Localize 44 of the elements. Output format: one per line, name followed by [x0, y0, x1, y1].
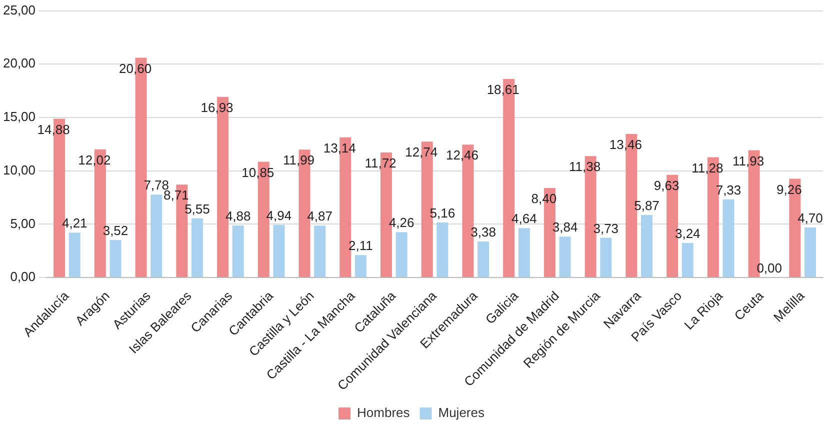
data-label: 5,87 [634, 198, 660, 214]
data-label: 11,38 [569, 159, 601, 174]
data-label: 11,72 [364, 156, 396, 171]
data-label: 13,14 [323, 140, 356, 156]
y-tick-label: 0,00 [10, 269, 36, 284]
data-label: 11,93 [732, 153, 764, 168]
data-label: 11,99 [282, 152, 315, 168]
data-label: 9,26 [776, 182, 802, 197]
y-tick-label: 5,00 [10, 216, 36, 231]
data-label: 3,84 [552, 220, 578, 235]
legend-label: Mujeres [438, 405, 485, 420]
data-label: 13,46 [609, 137, 642, 152]
y-tick-label: 15,00 [2, 109, 36, 124]
data-label: 20,60 [119, 60, 152, 76]
legend-label: Hombres [357, 405, 410, 420]
data-label: 10,85 [242, 164, 274, 180]
data-label: 4,70 [798, 210, 823, 226]
data-label: 5,16 [430, 206, 456, 221]
data-label: 4,21 [62, 216, 88, 231]
data-label: 2,11 [348, 238, 373, 254]
data-label: 4,26 [388, 215, 414, 230]
data-label: 3,52 [102, 223, 128, 238]
data-label: 3,38 [470, 224, 496, 240]
data-label: 4,94 [266, 208, 292, 223]
data-label: 0,00 [756, 260, 782, 276]
y-tick-label: 25,00 [2, 2, 36, 18]
data-label: 14,88 [37, 122, 70, 137]
y-tick-label: 10,00 [2, 162, 36, 178]
data-label: 3,24 [674, 226, 700, 242]
data-label: 12,46 [446, 148, 478, 163]
data-label: 18,61 [486, 82, 520, 98]
data-label: 12,74 [405, 144, 438, 160]
data-label: 7,33 [716, 182, 742, 198]
data-label: 9,63 [654, 178, 680, 193]
data-label: 4,87 [307, 208, 332, 224]
data-label: 3,73 [593, 220, 619, 236]
data-label: 4,88 [225, 208, 251, 224]
data-label: 12,02 [78, 152, 111, 168]
data-label: 4,64 [512, 211, 537, 226]
data-label: 11,28 [692, 160, 724, 176]
data-label: 8,40 [531, 191, 557, 206]
data-label: 5,55 [184, 201, 210, 216]
y-tick-label: 20,00 [2, 56, 36, 71]
data-label: 16,93 [200, 100, 234, 115]
